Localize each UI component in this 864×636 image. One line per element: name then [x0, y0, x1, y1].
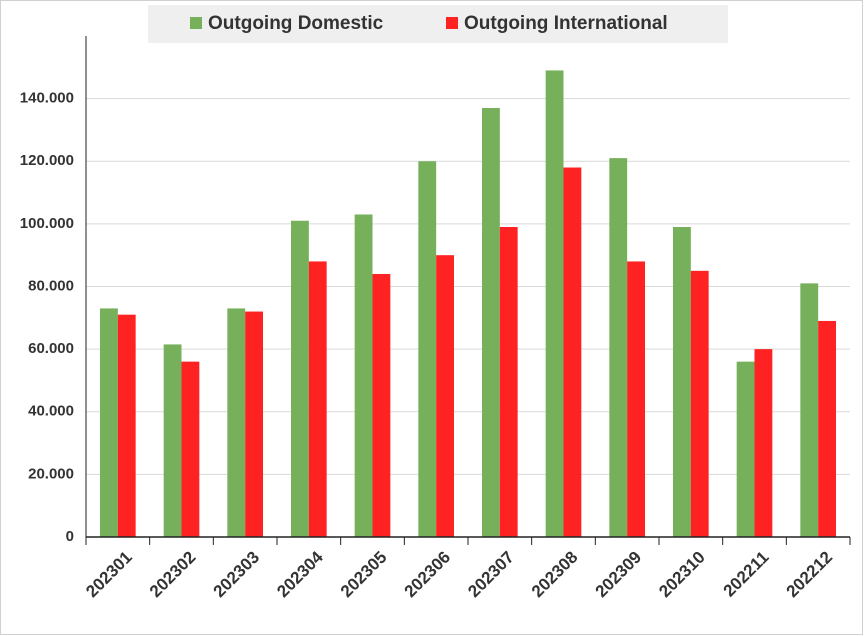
y-tick-label: 100.000	[20, 215, 74, 232]
legend-swatch	[190, 17, 202, 29]
bar	[418, 161, 437, 537]
bar	[690, 270, 709, 537]
legend-label: Outgoing Domestic	[208, 13, 384, 34]
bar	[673, 227, 691, 537]
y-tick-label: 120.000	[20, 152, 74, 169]
bar	[227, 308, 246, 537]
legend-box	[148, 5, 728, 43]
legend-swatch	[446, 17, 458, 29]
bar	[100, 308, 118, 537]
bar	[800, 283, 819, 537]
bar	[609, 158, 628, 537]
legend-label: Outgoing International	[464, 13, 668, 34]
bar	[372, 273, 391, 537]
bar	[736, 361, 755, 537]
bar	[163, 344, 182, 537]
y-tick-label: 60.000	[28, 340, 74, 357]
y-tick-label: 20.000	[28, 465, 74, 482]
bar	[754, 349, 773, 537]
bar	[181, 361, 200, 537]
bar	[436, 255, 454, 537]
y-tick-label: 40.000	[28, 403, 74, 420]
bar	[627, 261, 645, 537]
bar	[354, 214, 373, 537]
bar	[482, 108, 500, 538]
y-tick-label: 140.000	[20, 90, 74, 107]
y-tick-label: 80.000	[28, 277, 74, 294]
bar	[291, 220, 309, 537]
y-tick-label: 0	[66, 528, 74, 545]
bar	[499, 227, 518, 537]
bar	[545, 70, 564, 537]
bar	[245, 311, 263, 537]
bar	[563, 167, 582, 537]
bar	[117, 314, 136, 537]
bar	[818, 320, 836, 537]
bar	[308, 261, 327, 537]
